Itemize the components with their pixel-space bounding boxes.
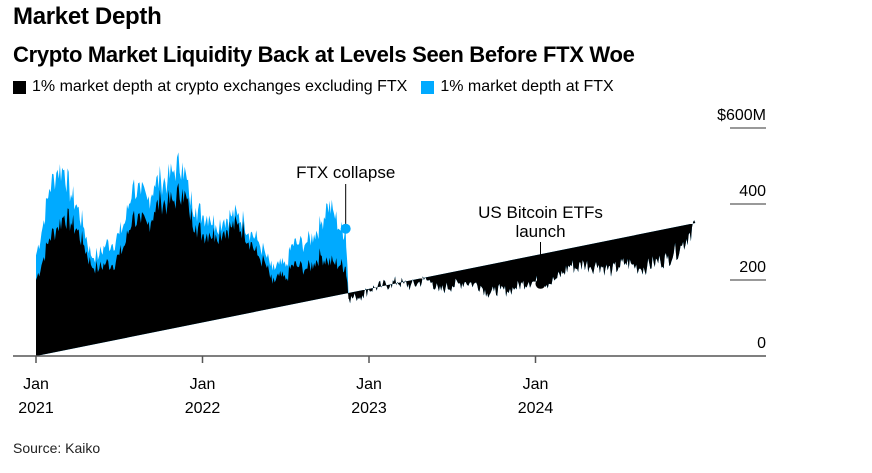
x-tick-label: 2021 <box>18 400 54 417</box>
annotations: FTX collapse US Bitcoin ETFs launch <box>296 163 603 289</box>
legend-label-ftx: 1% market depth at FTX <box>440 78 614 95</box>
gridlines <box>730 127 766 281</box>
chart-areas <box>36 152 696 356</box>
etf-launch-marker <box>535 278 546 289</box>
ftx-collapse-label: FTX collapse <box>296 163 395 182</box>
x-tick-label: 2024 <box>518 400 554 417</box>
etf-launch-label-line2: launch <box>515 222 565 241</box>
ftx-collapse-marker <box>340 223 351 234</box>
y-ticks: 0 200 400 $600M <box>717 107 766 352</box>
y-tick-label: 0 <box>757 335 766 352</box>
legend: 1% market depth at crypto exchanges excl… <box>13 78 628 96</box>
x-tick-label: Jan <box>523 376 549 393</box>
etf-launch-label-line1: US Bitcoin ETFs <box>478 203 603 222</box>
y-tick-label: 200 <box>739 259 766 276</box>
source-note: Source: Kaiko <box>13 440 101 456</box>
x-tick-label: 2022 <box>185 400 221 417</box>
y-tick-label: $600M <box>717 107 766 124</box>
x-tick-label: Jan <box>23 376 49 393</box>
x-tick-label: 2023 <box>351 400 387 417</box>
x-tick-label: Jan <box>190 376 216 393</box>
legend-swatch-ftx <box>421 80 435 94</box>
chart-kicker: Market Depth <box>13 3 162 30</box>
chart-headline: Crypto Market Liquidity Back at Levels S… <box>13 42 635 67</box>
x-ticks: Jan 2021 Jan 2022 Jan 2023 Jan 2024 <box>18 356 553 417</box>
x-tick-label: Jan <box>356 376 382 393</box>
legend-item-ex-ftx: 1% market depth at crypto exchanges excl… <box>13 78 407 96</box>
legend-item-ftx: 1% market depth at FTX <box>421 78 614 96</box>
legend-label-ex-ftx: 1% market depth at crypto exchanges excl… <box>32 78 408 95</box>
y-tick-label: 400 <box>739 183 766 200</box>
area-ex-ftx <box>36 183 696 356</box>
legend-swatch-ex-ftx <box>13 80 26 94</box>
